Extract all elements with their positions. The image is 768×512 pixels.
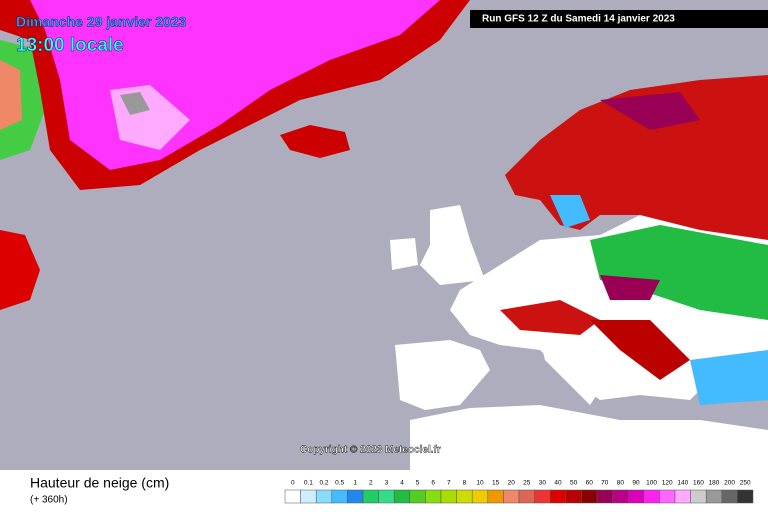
legend-label: 0.1 xyxy=(304,480,313,487)
legend-title: Hauteur de neige (cm) xyxy=(30,475,169,491)
run-info: Run GFS 12 Z du Samedi 14 janvier 2023 xyxy=(482,14,675,25)
legend-label: 50 xyxy=(570,480,578,487)
legend-swatch xyxy=(674,489,691,504)
legend-label: 70 xyxy=(601,480,609,487)
legend-label: 0.5 xyxy=(335,480,344,487)
legend-swatch xyxy=(518,489,535,504)
land xyxy=(420,205,485,285)
legend-swatch xyxy=(565,489,582,504)
legend-label: 30 xyxy=(539,480,547,487)
land xyxy=(410,405,768,470)
legend-label: 90 xyxy=(632,480,640,487)
legend-swatch xyxy=(440,489,457,504)
land xyxy=(600,92,700,130)
land xyxy=(550,195,590,228)
legend-swatch xyxy=(721,489,738,504)
legend-swatch xyxy=(393,489,411,504)
legend-swatch xyxy=(487,489,504,504)
land xyxy=(590,320,690,380)
legend-label: 5 xyxy=(416,480,420,487)
land xyxy=(540,340,600,405)
legend-swatch xyxy=(300,489,317,504)
legend-swatch xyxy=(347,489,364,504)
legend-swatch xyxy=(705,489,723,504)
legend-label: 15 xyxy=(492,480,500,487)
legend-swatch xyxy=(549,489,567,504)
land xyxy=(0,230,40,310)
legend-swatch xyxy=(409,489,426,504)
legend-swatch xyxy=(315,489,333,504)
legend-label: 4 xyxy=(400,480,404,487)
legend-swatch xyxy=(503,489,520,504)
copyright: Copyright © 2023 Meteociel.fr xyxy=(300,445,441,456)
legend-swatch xyxy=(471,489,489,504)
legend-swatch xyxy=(534,489,551,504)
legend-swatch xyxy=(284,489,301,504)
legend-label: 0.2 xyxy=(319,480,328,487)
legend-subtitle: (+ 360h) xyxy=(30,495,68,506)
land xyxy=(500,300,600,335)
legend-label: 40 xyxy=(554,480,562,487)
legend-swatch xyxy=(378,489,395,504)
land xyxy=(600,275,660,300)
legend-label: 2 xyxy=(369,480,373,487)
legend-label: 20 xyxy=(508,480,516,487)
legend-swatch xyxy=(331,489,348,504)
legend-swatch xyxy=(596,489,613,504)
legend-swatch xyxy=(737,489,754,504)
legend-label: 60 xyxy=(586,480,594,487)
time: 13:00 locale xyxy=(16,35,124,56)
legend-label: 6 xyxy=(431,480,435,487)
legend-label: 200 xyxy=(724,480,735,487)
legend-label: 8 xyxy=(463,480,467,487)
legend-label: 25 xyxy=(523,480,531,487)
legend-swatch xyxy=(362,489,379,504)
legend-label: 160 xyxy=(693,480,704,487)
legend-label: 180 xyxy=(709,480,720,487)
legend-label: 7 xyxy=(447,480,451,487)
land xyxy=(395,340,490,410)
legend-swatch xyxy=(643,489,660,504)
legend-swatch xyxy=(612,489,629,504)
land xyxy=(390,238,418,270)
legend-swatch xyxy=(690,489,707,504)
legend-label: 250 xyxy=(740,480,751,487)
legend-label: 3 xyxy=(385,480,389,487)
land xyxy=(690,350,768,405)
land xyxy=(0,60,22,130)
legend-swatch xyxy=(425,489,442,504)
legend-swatch xyxy=(581,489,598,504)
legend-swatch xyxy=(627,489,645,504)
legend-label: 80 xyxy=(617,480,625,487)
legend-label: 1 xyxy=(353,480,357,487)
legend: 0 0.1 0.2 0.5 1 2 3 4 5 6 7 8 10 15 20 25 30 40 50 60 70 80 90… xyxy=(284,480,754,504)
land xyxy=(280,125,350,158)
legend-swatch xyxy=(659,489,676,504)
legend-swatch xyxy=(456,489,473,504)
land xyxy=(120,92,150,115)
run-box xyxy=(470,10,768,28)
legend-label: 120 xyxy=(662,480,673,487)
legend-label: 0 xyxy=(291,480,295,487)
legend-label: 10 xyxy=(476,480,484,487)
land xyxy=(590,225,768,320)
legend-label: 140 xyxy=(677,480,688,487)
date: Dimanche 29 janvier 2023 xyxy=(16,14,187,30)
legend-label: 100 xyxy=(646,480,657,487)
